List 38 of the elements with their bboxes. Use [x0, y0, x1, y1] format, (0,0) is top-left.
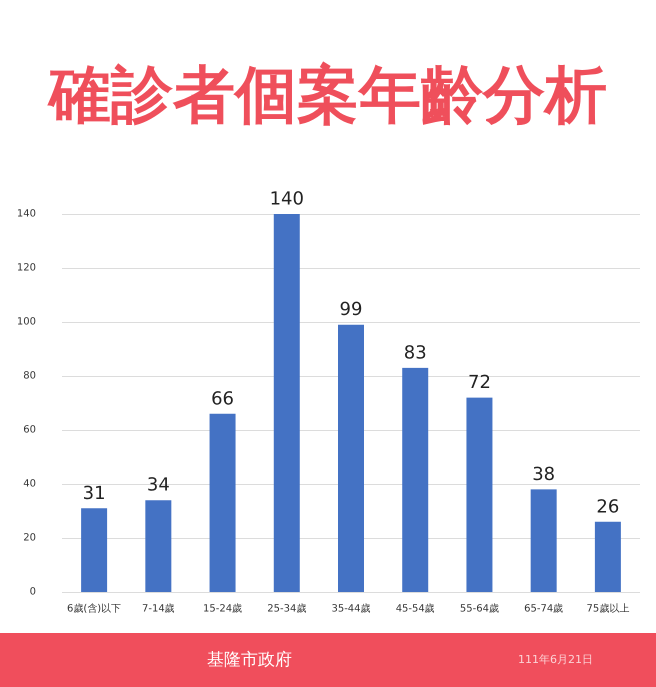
data-label: 38: [532, 464, 556, 485]
x-tick-label: 75歲以上: [586, 602, 630, 614]
text: 111年6月21日: [518, 652, 593, 667]
bar: [210, 414, 236, 592]
x-tick-label: 65-74歲: [524, 602, 564, 614]
bar: [338, 324, 364, 592]
bar: [530, 489, 557, 592]
x-tick-label: 25-34歲: [267, 602, 306, 614]
bar: [274, 214, 300, 592]
y-tick-label: 40: [23, 478, 36, 490]
data-label: 83: [404, 342, 427, 364]
x-tick-label: 7-14歲: [142, 602, 175, 614]
x-tick-label: 6歲(含)以下: [67, 602, 122, 614]
data-label: 140: [270, 188, 304, 210]
data-label: 99: [340, 299, 362, 320]
y-tick-label: 80: [23, 370, 36, 382]
data-label: 31: [82, 482, 106, 504]
y-tick-label: 120: [16, 262, 36, 274]
bar: [466, 398, 492, 592]
x-tick-label: 45-54歲: [396, 602, 435, 614]
y-tick-label: 100: [16, 316, 36, 328]
bar: [594, 522, 621, 592]
bar: [145, 500, 172, 592]
y-tick-label: 60: [23, 424, 36, 436]
bar: [81, 508, 108, 592]
y-tick-label: 0: [30, 586, 36, 598]
bar: [402, 368, 428, 592]
data-label: 26: [596, 496, 620, 518]
y-tick-label: 140: [16, 208, 36, 220]
x-tick-label: 15-24歲: [203, 602, 242, 614]
data-label: 34: [146, 474, 170, 496]
x-tick-label: 55-64歲: [460, 602, 499, 614]
chart-title: 確診者個案年齡分析: [46, 58, 608, 132]
text: 基隆市政府: [207, 649, 292, 671]
x-tick-label: 35-44歲: [331, 602, 371, 614]
data-label: 66: [211, 388, 234, 410]
data-label: 72: [468, 372, 491, 394]
y-tick-label: 20: [23, 532, 36, 544]
